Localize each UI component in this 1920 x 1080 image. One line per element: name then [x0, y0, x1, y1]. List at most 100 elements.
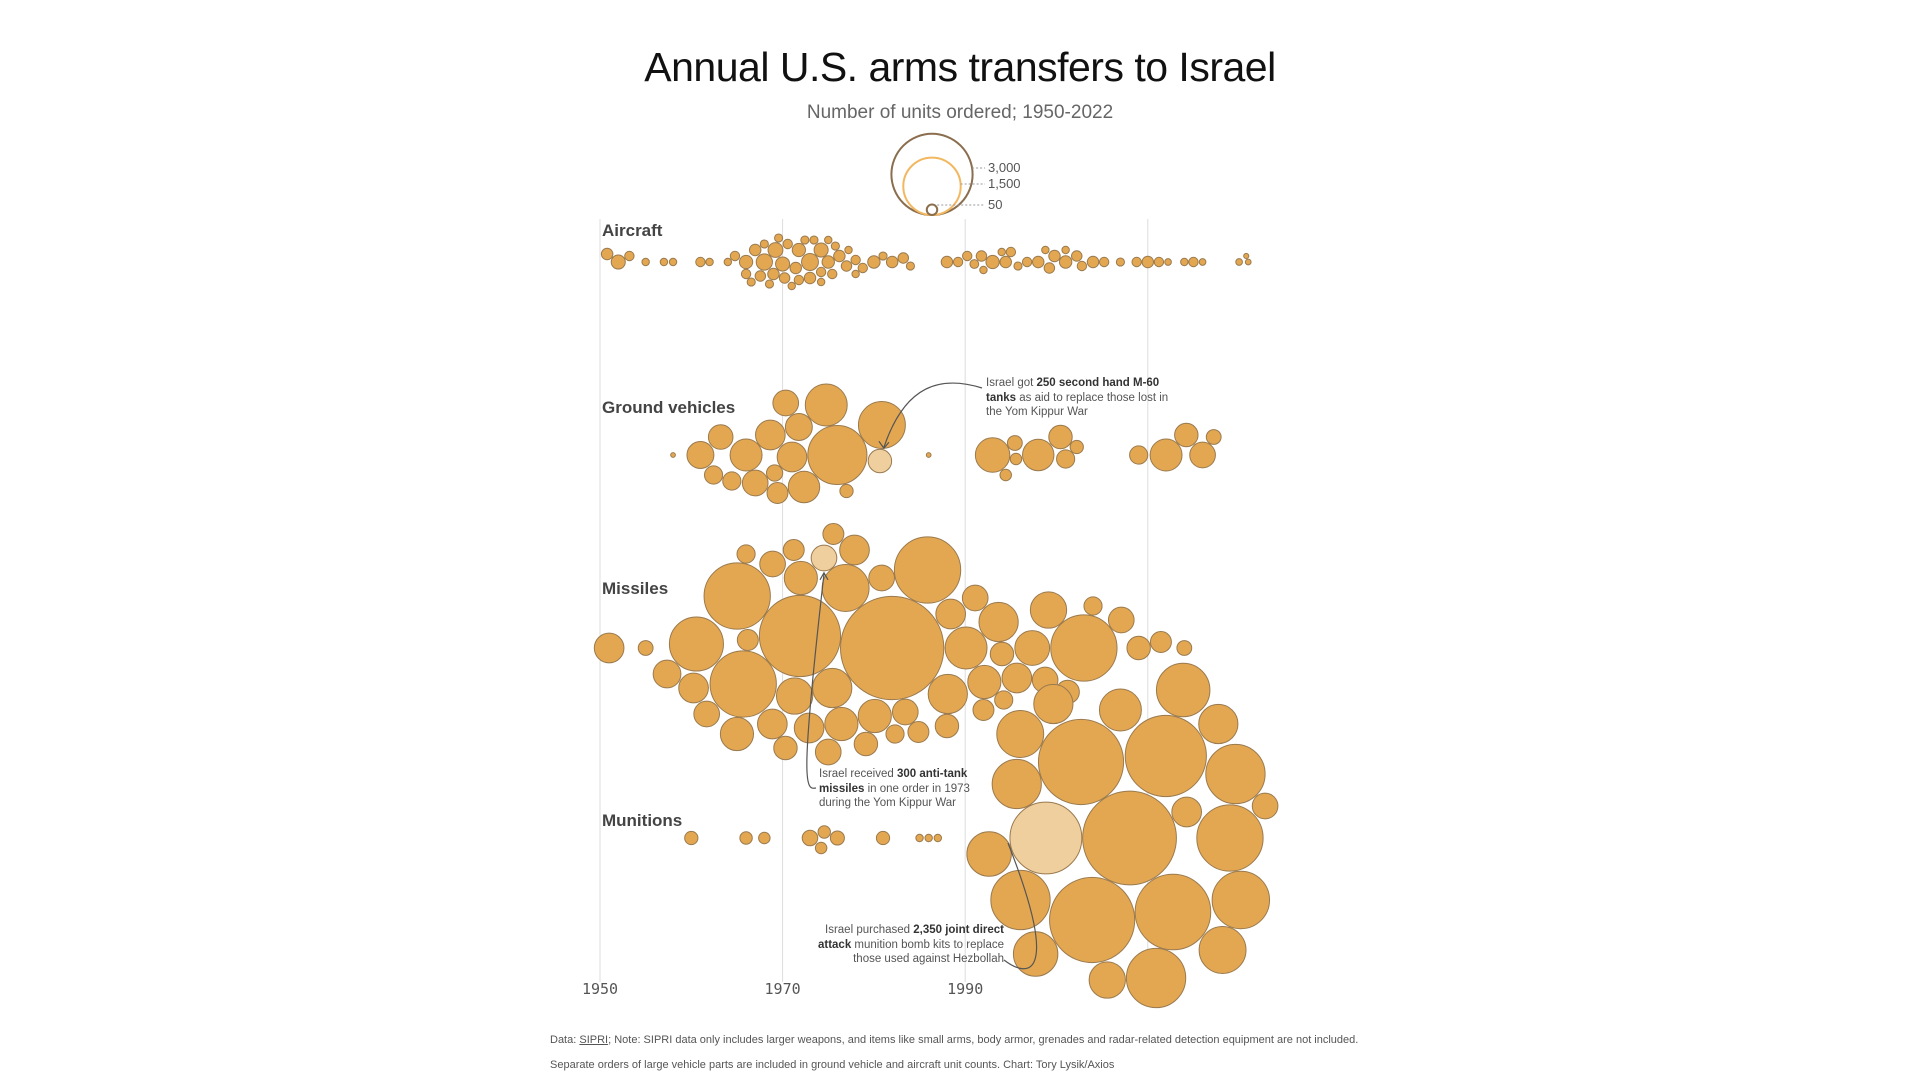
- bubble: [821, 255, 835, 269]
- bubble: [1014, 630, 1051, 666]
- bubble: [1013, 261, 1023, 271]
- bubble: [979, 265, 988, 275]
- x-tick-label: 1990: [947, 980, 983, 998]
- bubble: [1188, 256, 1199, 268]
- bubble: [787, 281, 796, 291]
- bubble: [764, 279, 775, 289]
- bubble: [800, 235, 810, 245]
- bubble: [1115, 257, 1125, 267]
- bubble: [695, 256, 706, 268]
- bubble: [990, 869, 1051, 931]
- bubble: [703, 562, 771, 630]
- bubble: [807, 424, 868, 486]
- row-label: Aircraft: [602, 221, 663, 240]
- bubble: [1069, 439, 1084, 455]
- bubble: [857, 401, 906, 449]
- bubble: [915, 833, 924, 843]
- bubble: [729, 438, 763, 472]
- bubble: [754, 270, 767, 282]
- bubble: [1049, 876, 1136, 964]
- bubble: [1061, 245, 1070, 255]
- bubble: [1129, 445, 1149, 465]
- bubble: [1198, 926, 1247, 974]
- bubble: [962, 250, 973, 262]
- bubble: [765, 464, 784, 482]
- bubble: [748, 243, 762, 257]
- bubble: [641, 257, 650, 267]
- bubble: [1176, 640, 1193, 656]
- arrow-anti-tank: [806, 573, 825, 789]
- bubble: [1033, 683, 1074, 725]
- bubble: [830, 241, 840, 251]
- bubble: [1048, 424, 1073, 450]
- bubble: [972, 699, 995, 721]
- annotation-tanks: Israel got 250 second hand M-60 tanks as…: [986, 376, 1186, 420]
- bubble: [989, 641, 1015, 667]
- bubble: [1088, 961, 1126, 999]
- bubble: [853, 731, 879, 757]
- bubble: [1125, 947, 1187, 1009]
- annotation-text: 300 anti-tank missiles: [819, 768, 968, 795]
- bubble: [1134, 873, 1212, 951]
- bubble: [821, 564, 870, 612]
- annotation-text: munition bomb kits to replace those used…: [851, 938, 1004, 966]
- bubble: [741, 469, 769, 497]
- bubble: [755, 419, 786, 451]
- bubble: [1198, 703, 1239, 745]
- row-label: Missiles: [602, 579, 668, 598]
- bubble: [678, 672, 709, 704]
- bubble: [829, 830, 845, 846]
- bubble: [782, 238, 793, 250]
- bubble: [722, 471, 742, 491]
- bubble: [885, 255, 899, 269]
- bubble: [1124, 714, 1207, 798]
- bubble: [1005, 246, 1017, 258]
- bubble: [736, 629, 759, 651]
- bubble: [824, 235, 833, 245]
- bubble: [1083, 596, 1103, 616]
- bubble: [1037, 718, 1125, 806]
- annotation-jdam: Israel purchased 2,350 joint direct atta…: [792, 923, 1004, 967]
- legend-circle: [902, 156, 962, 216]
- bubble: [1153, 256, 1165, 268]
- bubble: [1235, 258, 1243, 266]
- bubble: [1243, 252, 1250, 260]
- bubble: [1098, 688, 1142, 732]
- bubble: [812, 667, 853, 709]
- bubble: [803, 271, 817, 285]
- bubble: [868, 564, 895, 592]
- legend-label: 50: [988, 197, 1002, 212]
- bubble: [1149, 631, 1172, 653]
- bubble: [816, 277, 826, 287]
- bubble: [827, 268, 838, 280]
- bubble: [1056, 449, 1076, 469]
- sipri-link[interactable]: SIPRI: [579, 1034, 609, 1046]
- bubble: [1086, 255, 1100, 269]
- bubble: [776, 441, 808, 473]
- bubble: [994, 690, 1014, 710]
- chart-subtitle: Number of units ordered; 1950-2022: [806, 102, 1114, 123]
- bubble: [1131, 256, 1142, 268]
- bubble: [1141, 255, 1155, 269]
- bubble: [1043, 262, 1056, 274]
- highlighted-bubble: [867, 448, 893, 474]
- bubble: [1126, 635, 1151, 661]
- bubble: [738, 254, 754, 270]
- bubble: [740, 268, 752, 280]
- bubble: [924, 833, 933, 843]
- legend-label: 1,500: [988, 176, 1021, 191]
- bubble: [659, 257, 669, 267]
- bubble: [839, 595, 945, 701]
- bubble: [739, 831, 753, 845]
- bubble: [1107, 606, 1135, 634]
- bubble: [778, 272, 791, 284]
- bubble: [969, 259, 980, 269]
- chart-title: Annual U.S. arms transfers to Israel: [644, 44, 1276, 90]
- bubble: [684, 830, 699, 846]
- bubble: [723, 257, 733, 267]
- bubble: [746, 277, 756, 287]
- bubble: [813, 242, 829, 258]
- bubble: [1041, 245, 1050, 255]
- bubble: [758, 594, 842, 678]
